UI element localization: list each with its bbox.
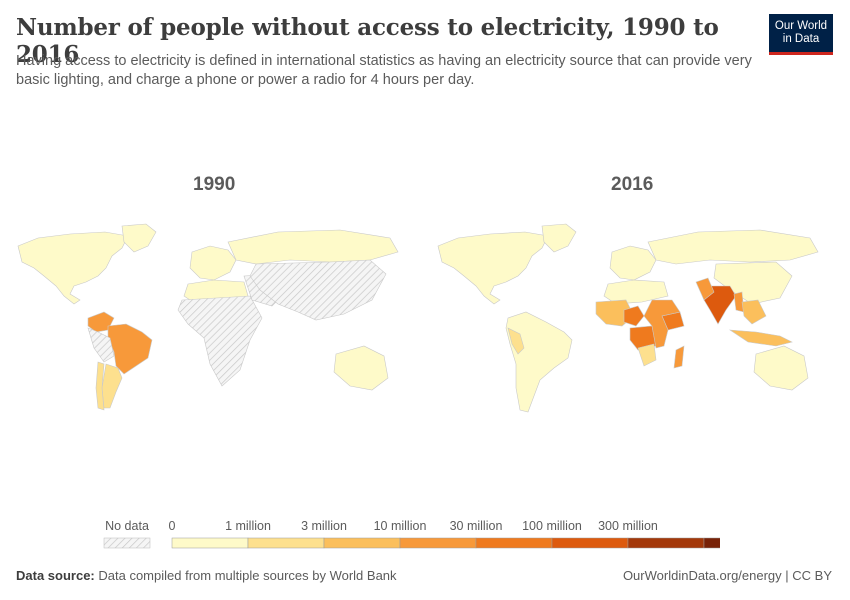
region-pakistan[interactable]: [695, 277, 715, 301]
region-australia[interactable]: [333, 345, 389, 391]
panel-title-2016: 2016: [611, 174, 654, 195]
legend-no-data-label: No data: [105, 519, 149, 533]
region-asia[interactable]: [249, 259, 387, 321]
region-madagascar[interactable]: [673, 345, 685, 369]
region-india[interactable]: [703, 285, 737, 325]
region-southeast-asia[interactable]: [741, 299, 767, 325]
owid-logo[interactable]: Our World in Data: [769, 14, 833, 55]
region-australia[interactable]: [753, 345, 809, 391]
region-north-africa[interactable]: [603, 279, 669, 305]
region-southern-africa[interactable]: [637, 343, 657, 367]
region-chile[interactable]: [95, 361, 105, 411]
legend-swatch: [247, 537, 325, 549]
legend-swatch: [171, 537, 249, 549]
logo-line-2: in Data: [782, 33, 820, 45]
source-url[interactable]: OurWorldinData.org/energy | CC BY: [622, 568, 832, 583]
region-north-america[interactable]: [437, 231, 549, 305]
legend-tick-label: 100 million: [522, 519, 582, 533]
region-nigeria[interactable]: [623, 305, 645, 327]
legend-tick-label: 10 million: [374, 519, 427, 533]
legend-swatch: [627, 537, 705, 549]
region-europe[interactable]: [189, 245, 237, 281]
logo-line-1: Our World: [774, 20, 828, 32]
map-2016[interactable]: [430, 220, 840, 420]
region-russia[interactable]: [227, 229, 399, 265]
region-east-africa[interactable]: [643, 299, 681, 349]
source-text: Data compiled from multiple sources by W…: [98, 568, 397, 583]
legend-swatch: [551, 537, 629, 549]
legend-swatch: [399, 537, 477, 549]
legend-tick-label: 300 million: [598, 519, 658, 533]
region-europe[interactable]: [609, 245, 657, 281]
panel-title-1990: 1990: [193, 174, 236, 195]
legend-swatch: [475, 537, 553, 549]
legend-tick-label: 30 million: [450, 519, 503, 533]
legend-tick-label: 1 million: [225, 519, 271, 533]
region-north-america[interactable]: [17, 231, 129, 305]
region-greenland[interactable]: [541, 223, 577, 253]
region-brazil[interactable]: [107, 323, 153, 375]
region-argentina[interactable]: [101, 363, 123, 409]
region-china[interactable]: [713, 261, 793, 305]
legend-tick-label: 0: [169, 519, 176, 533]
region-peru[interactable]: [507, 327, 525, 355]
map-1990[interactable]: [10, 220, 420, 420]
legend-tick-label: 3 million: [301, 519, 347, 533]
region-rest-of-africa[interactable]: [177, 295, 263, 387]
color-legend: No data 0 1 million 3 million 10 million 30 m…: [103, 519, 720, 549]
legend-no-data-swatch: [103, 537, 151, 549]
region-south-america[interactable]: [505, 311, 573, 413]
region-greenland[interactable]: [121, 223, 157, 253]
region-indonesia[interactable]: [728, 329, 793, 347]
region-russia[interactable]: [647, 229, 819, 265]
source-label: Data source:: [16, 568, 95, 583]
region-peru-bolivia[interactable]: [87, 327, 115, 363]
legend-swatch: [323, 537, 401, 549]
chart-subtitle: Having access to electricity is defined …: [16, 53, 752, 88]
legend-swatch-open-ended: [703, 537, 720, 549]
data-source: Data source: Data compiled from multiple…: [16, 568, 397, 583]
chart-title: Number of people without access to elect…: [16, 14, 719, 68]
